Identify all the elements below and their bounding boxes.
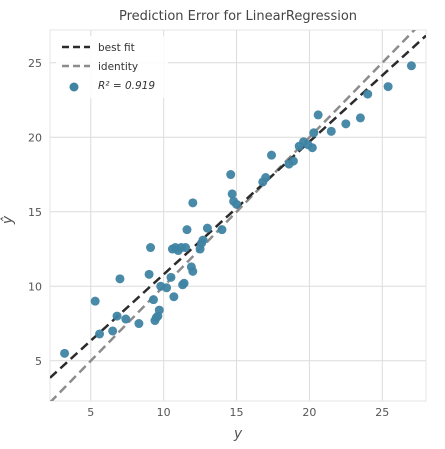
x-tick-labels: 5 10 15 20 25 xyxy=(87,406,389,419)
data-point xyxy=(232,199,242,209)
legend-label: R² = 0.919 xyxy=(98,80,155,92)
data-point xyxy=(148,295,158,305)
data-point xyxy=(406,61,416,71)
legend-box xyxy=(56,36,168,98)
data-point xyxy=(154,305,164,315)
x-tick-label: 5 xyxy=(87,406,94,419)
data-point xyxy=(227,189,237,199)
data-point xyxy=(188,198,198,208)
x-tick-label: 10 xyxy=(157,406,171,419)
data-point xyxy=(115,274,125,284)
data-point xyxy=(198,235,208,245)
chart-title: Prediction Error for LinearRegression xyxy=(119,9,357,24)
y-tick-label: 5 xyxy=(35,355,42,368)
data-point xyxy=(121,314,131,324)
data-point xyxy=(166,272,176,282)
y-tick-labels: 5 10 15 20 25 xyxy=(28,57,42,368)
plot-frame xyxy=(49,29,427,402)
data-point xyxy=(108,326,118,336)
data-point xyxy=(144,269,154,279)
data-point xyxy=(188,266,198,276)
data-point xyxy=(134,319,144,329)
data-point xyxy=(112,311,122,321)
y-tick-label: 10 xyxy=(28,280,42,293)
grid xyxy=(49,29,427,402)
data-point xyxy=(181,243,191,253)
data-point xyxy=(226,170,236,180)
y-axis-label: ŷ xyxy=(0,215,16,225)
data-point xyxy=(326,126,336,136)
data-point xyxy=(90,296,100,306)
data-point xyxy=(341,119,351,129)
data-point xyxy=(179,278,189,288)
data-point xyxy=(202,223,212,233)
legend-label: identity xyxy=(98,61,138,73)
data-point xyxy=(146,243,156,253)
data-point xyxy=(261,173,271,183)
data-point xyxy=(60,348,70,358)
y-tick-label: 25 xyxy=(28,57,42,70)
data-point xyxy=(182,225,192,235)
x-axis-label: y xyxy=(233,426,243,442)
y-tick-label: 20 xyxy=(28,131,42,144)
data-point xyxy=(267,150,277,160)
data-point xyxy=(309,128,319,138)
data-point xyxy=(363,89,373,99)
x-tick-label: 15 xyxy=(230,406,244,419)
data-point xyxy=(313,110,323,120)
legend-label: best fit xyxy=(98,42,135,54)
legend-marker-swatch xyxy=(69,82,79,92)
data-point xyxy=(307,143,317,153)
data-point xyxy=(355,113,365,123)
identity-line xyxy=(50,30,417,401)
data-point xyxy=(288,156,298,166)
data-point xyxy=(95,329,105,339)
x-tick-label: 20 xyxy=(302,406,316,419)
data-point xyxy=(217,225,227,235)
y-tick-label: 15 xyxy=(28,206,42,219)
legend: best fit identity R² = 0.919 xyxy=(56,36,168,98)
data-point xyxy=(162,283,172,293)
data-point xyxy=(169,292,179,302)
x-tick-label: 25 xyxy=(375,406,389,419)
data-point xyxy=(383,82,393,92)
data-points xyxy=(60,61,416,358)
